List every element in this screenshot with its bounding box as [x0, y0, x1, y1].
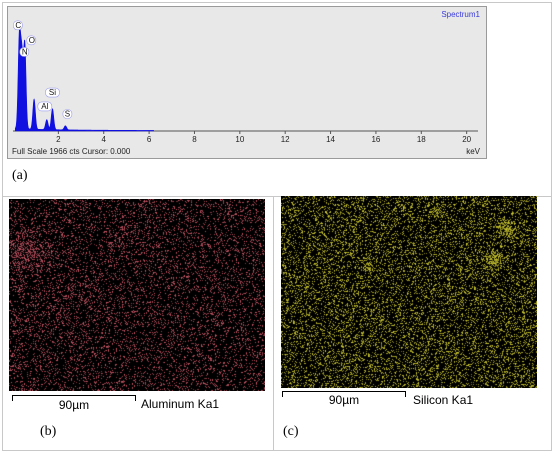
spectrum-status: Full Scale 1966 cts Cursor: 0.000	[12, 147, 131, 156]
scale-bar-aluminum	[12, 395, 136, 401]
peak-label: O	[29, 36, 35, 45]
x-tick-label: 2	[56, 135, 61, 144]
peak-label: S	[65, 110, 70, 119]
x-tick-label: 18	[417, 135, 426, 144]
divider-horizontal	[2, 196, 552, 197]
x-tick-label: 14	[326, 135, 335, 144]
peak-label-marker	[37, 101, 53, 112]
silicon-map-image	[281, 196, 537, 388]
scale-bar-label-aluminum: 90µm	[58, 398, 90, 412]
aluminum-map-image	[9, 199, 265, 391]
scale-bar-silicon	[282, 391, 406, 397]
panel-label-b: (b)	[40, 424, 57, 439]
x-tick-label: 12	[281, 135, 290, 144]
divider-vertical	[273, 196, 274, 451]
panel-label-c: (c)	[283, 424, 299, 439]
peak-label-marker	[62, 109, 73, 119]
element-label-silicon: Silicon Ka1	[413, 393, 474, 407]
x-tick-label: 20	[462, 135, 471, 144]
peak-label: N	[22, 47, 28, 56]
scale-bar-label-silicon: 90µm	[328, 393, 360, 407]
x-tick-label: 4	[102, 135, 107, 144]
x-tick-label: 6	[147, 135, 152, 144]
element-label-aluminum: Aluminum Ka1	[141, 397, 220, 411]
spectrum-series-area	[14, 25, 154, 132]
peak-label-marker	[26, 35, 37, 46]
x-tick-label: 16	[371, 135, 380, 144]
x-tick-label: 8	[192, 135, 197, 144]
eds-spectrum-plot: 2 4 6 8 10 12 14 16 18 20 C O N Si Al S Spectrum1 Full …	[7, 6, 487, 159]
x-tick-label: 10	[235, 135, 244, 144]
peak-label: Si	[49, 88, 56, 97]
spectrum-title: Spectrum1	[441, 10, 480, 19]
peak-label-marker	[13, 20, 23, 31]
peak-label: Al	[41, 102, 48, 111]
panel-label-a: (a)	[12, 168, 28, 183]
peak-label-marker	[45, 87, 60, 98]
x-axis-unit: keV	[466, 147, 480, 156]
peak-label-marker	[19, 47, 30, 57]
peak-label: C	[15, 21, 21, 30]
